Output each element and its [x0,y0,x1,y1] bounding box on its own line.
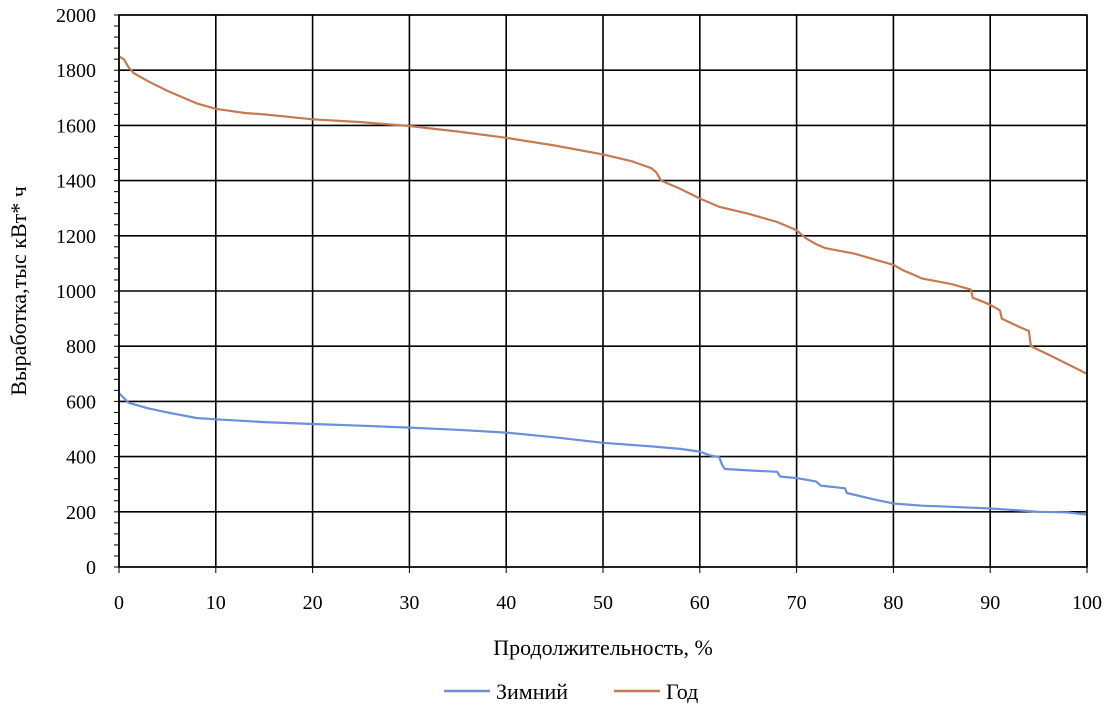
y-minor-ticks [114,14,1088,573]
plot-frame [118,14,1088,568]
y-tick-label: 200 [66,502,96,524]
y-tick-labels: 0 200 400 600 800 1000 1200 1400 1600 1800 2000 [56,5,96,579]
y-tick-label: 600 [66,391,96,413]
y-tick-label: 1400 [56,171,96,193]
y-tick-label: 400 [66,447,96,469]
x-tick-label: 20 [303,592,323,614]
y-tick-label: 1200 [56,226,96,248]
x-tick-label: 60 [690,592,710,614]
x-axis-title: Продолжительность, % [493,635,713,660]
x-tick-label: 10 [206,592,226,614]
x-tick-label: 30 [399,592,419,614]
legend-label-year: Год [666,679,698,704]
x-tick-label: 50 [593,592,613,614]
x-tick-label: 0 [114,592,124,614]
x-tick-label: 70 [787,592,807,614]
y-tick-label: 800 [66,336,96,358]
x-tick-labels: 0 10 20 30 40 50 60 70 80 90 100 [114,592,1102,614]
series-line-year [118,55,1088,375]
x-tick-label: 40 [496,592,516,614]
series-lines [118,55,1088,516]
series-line-winter [118,392,1088,516]
legend-label-winter: Зимний [496,679,568,704]
grid [118,14,1088,568]
y-tick-label: 1800 [56,60,96,82]
x-tick-label: 90 [980,592,1000,614]
y-tick-label: 0 [86,557,96,579]
y-tick-label: 1000 [56,281,96,303]
y-tick-label: 1600 [56,115,96,137]
x-tick-label: 100 [1072,592,1102,614]
x-tick-label: 80 [883,592,903,614]
y-tick-label: 2000 [56,5,96,27]
legend: Зимний Год [444,679,698,704]
y-axis-title: Выработка,тыс кВт* ч [6,186,31,396]
